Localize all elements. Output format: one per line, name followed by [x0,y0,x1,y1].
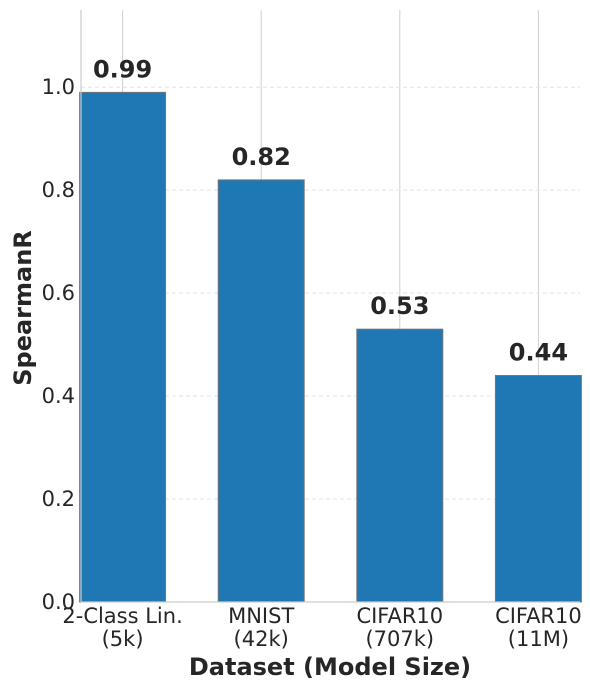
x-tick-label: (11M) [508,627,569,651]
x-axis-title: Dataset (Model Size) [189,653,471,681]
bar-value-label: 0.53 [370,292,429,320]
x-tick-label: (5k) [102,627,144,651]
bar [79,91,167,603]
y-tick-label: 1.0 [42,75,75,99]
axes-layer [80,10,580,603]
y-tick-label: 0.0 [42,590,75,614]
x-tick-label: MNIST [228,604,294,628]
x-tick-label: (707k) [365,627,434,651]
bars-layer [79,91,582,603]
bar-value-label: 0.99 [93,55,152,83]
bar [217,179,305,603]
x-tick-label: CIFAR10 [495,604,582,628]
bar-value-label: 0.82 [232,143,291,171]
y-axis-title: SpearmanR [9,230,37,386]
labels-layer: 0.0 0.2 0.4 0.6 0.8 1.0 0.99 2-Class Lin.(5k) 0.… [42,55,582,651]
bar-value-label: 0.44 [509,338,568,366]
y-tick-label: 0.8 [42,178,75,202]
x-tick-label: (42k) [234,627,289,651]
x-tick-label: 2-Class Lin. [62,604,182,628]
y-tick-label: 0.6 [42,281,75,305]
bar [356,328,444,603]
y-tick-label: 0.4 [42,384,75,408]
y-tick-label: 0.2 [42,487,75,511]
bar [494,374,582,603]
x-tick-label: CIFAR10 [356,604,443,628]
